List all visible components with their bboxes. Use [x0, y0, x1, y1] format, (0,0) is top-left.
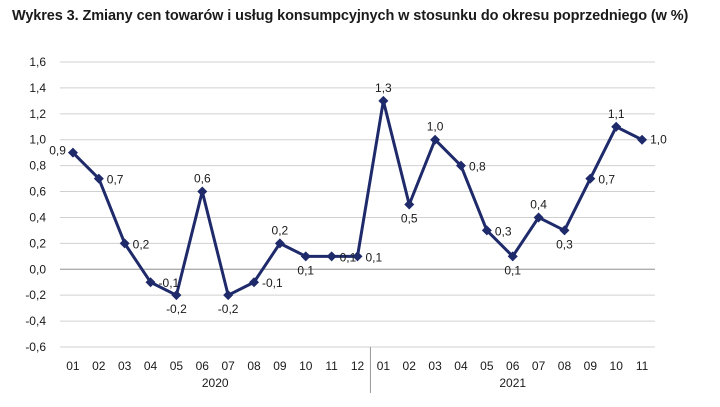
data-label: 0,5	[401, 212, 418, 226]
series-line	[71, 99, 643, 297]
data-point	[533, 212, 544, 223]
data-label: 0,2	[272, 223, 289, 237]
data-point	[300, 251, 311, 262]
x-tick-label: 03	[118, 359, 132, 373]
year-label: 2020	[202, 376, 229, 390]
data-label: 0,3	[556, 237, 573, 251]
data-point	[67, 147, 78, 158]
y-tick-label: 0,8	[29, 159, 46, 173]
data-point	[455, 160, 466, 171]
x-tick-label: 02	[403, 359, 417, 373]
data-label: 1,0	[427, 120, 444, 134]
data-label: 0,3	[495, 224, 512, 238]
year-label: 2021	[499, 376, 526, 390]
y-tick-label: 0,4	[29, 210, 46, 224]
data-label: 0,4	[530, 197, 547, 211]
x-tick-label: 05	[480, 359, 494, 373]
data-label: -0,2	[166, 302, 187, 316]
data-label: 0,9	[49, 144, 66, 158]
x-tick-label: 06	[506, 359, 520, 373]
x-tick-label: 07	[221, 359, 235, 373]
data-label: 0,1	[340, 250, 357, 264]
y-tick-label: -0,4	[25, 314, 46, 328]
data-point	[352, 251, 363, 262]
x-tick-label: 12	[351, 359, 365, 373]
data-point	[274, 238, 285, 249]
data-label: 0,1	[297, 263, 314, 277]
chart-title: Wykres 3. Zmiany cen towarów i usług kon…	[12, 8, 689, 24]
data-point	[404, 199, 415, 210]
x-tick-label: 07	[532, 359, 546, 373]
data-label: -0,1	[262, 276, 283, 290]
data-label: 0,8	[469, 160, 486, 174]
data-label: 1,0	[650, 133, 667, 147]
data-point	[507, 251, 518, 262]
y-tick-label: 0,6	[29, 185, 46, 199]
data-point	[171, 290, 182, 301]
x-tick-label: 09	[273, 359, 287, 373]
x-tick-label: 10	[610, 359, 624, 373]
data-label: -0,1	[159, 276, 180, 290]
x-tick-label: 04	[144, 359, 158, 373]
data-point	[611, 121, 622, 132]
data-point	[93, 173, 104, 184]
y-tick-label: 1,4	[29, 81, 46, 95]
data-point	[223, 290, 234, 301]
data-label: 1,3	[375, 81, 392, 95]
data-point	[119, 238, 130, 249]
data-label: 1,1	[608, 107, 625, 121]
x-tick-label: 09	[584, 359, 598, 373]
x-tick-label: 03	[428, 359, 442, 373]
y-tick-label: -0,6	[25, 340, 46, 354]
data-point	[249, 277, 260, 288]
data-label: 0,2	[133, 237, 150, 251]
data-label: 0,7	[107, 173, 124, 187]
x-tick-label: 10	[299, 359, 313, 373]
y-tick-label: 0,0	[29, 262, 46, 276]
x-tick-label: 08	[558, 359, 572, 373]
y-tick-label: 0,2	[29, 236, 46, 250]
y-tick-label: 1,0	[29, 133, 46, 147]
x-tick-label: 11	[636, 359, 649, 373]
data-label: -0,2	[218, 302, 239, 316]
y-tick-label: -0,2	[25, 288, 46, 302]
x-tick-label: 01	[377, 359, 391, 373]
data-point	[430, 134, 441, 145]
data-label: 0,1	[504, 263, 521, 277]
y-tick-label: 1,6	[29, 55, 46, 69]
data-label: 0,7	[598, 173, 615, 187]
x-tick-label: 11	[325, 359, 338, 373]
x-tick-label: 05	[170, 359, 184, 373]
data-point	[326, 251, 337, 262]
data-point	[378, 95, 389, 106]
data-point	[145, 277, 156, 288]
data-point	[585, 173, 596, 184]
y-tick-label: 1,2	[29, 107, 46, 121]
x-tick-label: 04	[454, 359, 468, 373]
data-point	[481, 225, 492, 236]
x-tick-label: 06	[196, 359, 210, 373]
x-tick-label: 02	[92, 359, 106, 373]
data-label: 0,6	[194, 172, 211, 186]
data-label: 0,1	[366, 250, 383, 264]
x-tick-label: 08	[247, 359, 261, 373]
x-tick-label: 01	[66, 359, 80, 373]
data-point	[197, 186, 208, 197]
data-point	[637, 134, 648, 145]
data-point	[559, 225, 570, 236]
